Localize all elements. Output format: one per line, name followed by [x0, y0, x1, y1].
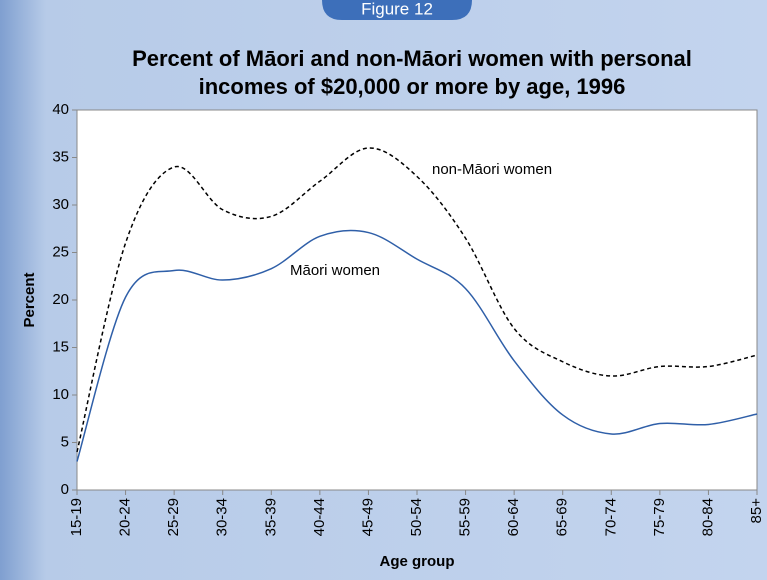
x-tick-label: 35-39 [262, 498, 279, 536]
y-tick-label: 5 [61, 433, 69, 450]
figure-tag: Figure 12 [361, 0, 433, 18]
x-tick-label: 55-59 [457, 498, 474, 536]
x-tick-label: 25-29 [165, 498, 182, 536]
x-tick-label: 30-34 [214, 498, 231, 536]
figure-tab [322, 0, 472, 20]
x-tick-label: 70-74 [602, 498, 619, 536]
chart-title: Percent of Māori and non-Māori women wit… [132, 46, 692, 71]
x-tick-label: 75-79 [651, 498, 668, 536]
plot-area [76, 109, 758, 491]
x-tick-label: 40-44 [311, 498, 328, 536]
y-tick-label: 35 [52, 148, 69, 165]
y-tick-label: 30 [52, 196, 69, 213]
y-tick-label: 40 [52, 101, 69, 118]
y-tick-label: 15 [52, 338, 69, 355]
x-tick-label: 65-69 [554, 498, 571, 536]
y-tick-label: 0 [61, 481, 69, 498]
line [76, 229, 758, 462]
x-tick-label: 20-24 [117, 498, 134, 536]
x-tick-label: 50-54 [408, 498, 425, 536]
y-axis-label: Percent [21, 272, 38, 327]
y-tick-label: 20 [52, 291, 69, 308]
series-label: Māori women [290, 262, 380, 279]
series-label: non-Māori women [432, 161, 552, 178]
x-tick-label: 60-64 [505, 498, 522, 536]
x-tick-label: 85+ [748, 498, 765, 524]
x-tick-label: 15-19 [68, 498, 85, 536]
x-tick-label: 80-84 [699, 498, 716, 536]
chart-title: incomes of $20,000 or more by age, 1996 [199, 74, 626, 99]
x-axis-label: Age group [380, 553, 455, 570]
y-tick-label: 25 [52, 243, 69, 260]
y-tick-label: 10 [52, 386, 69, 403]
x-tick-label: 45-49 [359, 498, 376, 536]
